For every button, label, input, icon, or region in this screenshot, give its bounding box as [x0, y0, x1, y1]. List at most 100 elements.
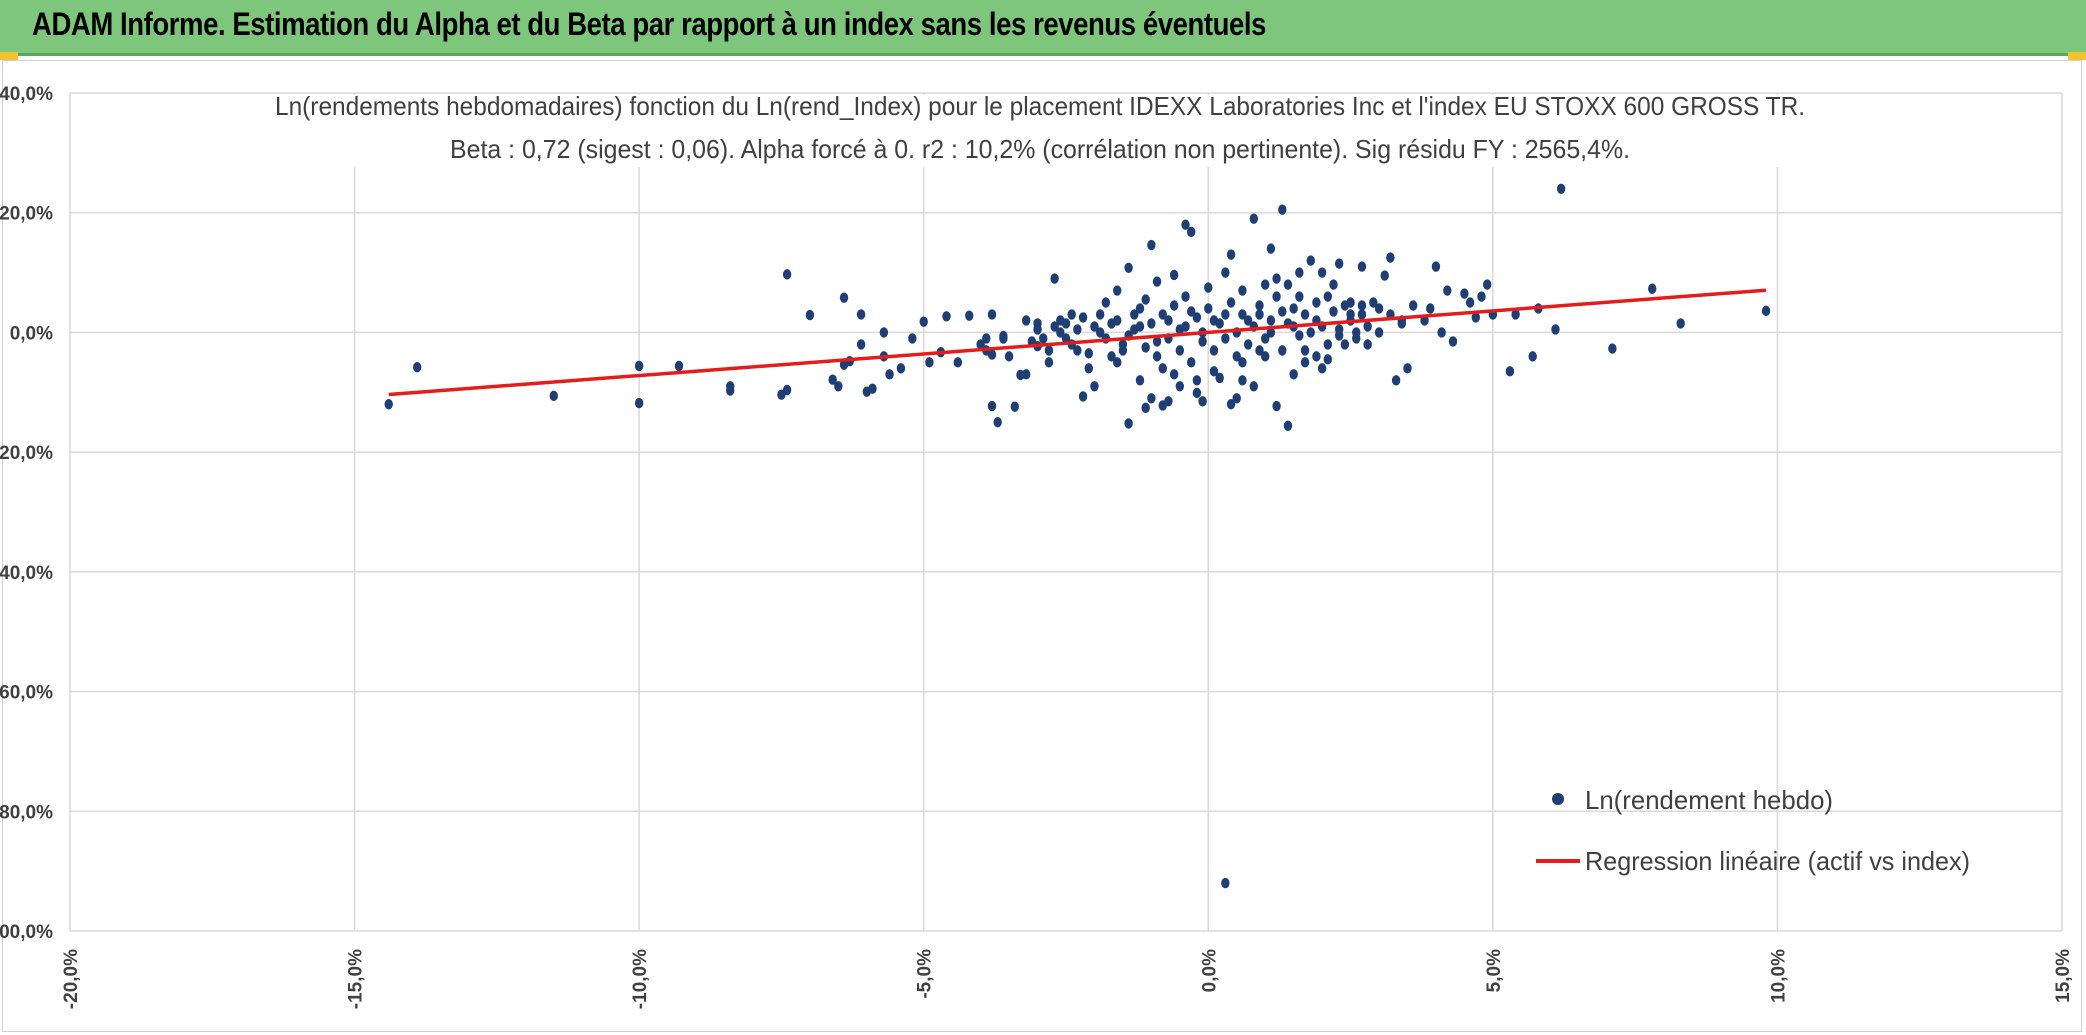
- y-tick-label: -60,0%: [0, 683, 53, 704]
- data-point: [976, 339, 985, 350]
- data-point: [1312, 351, 1321, 362]
- data-point: [1044, 345, 1054, 356]
- data-point: [1443, 285, 1452, 296]
- data-point: [1369, 297, 1378, 308]
- data-point: [1374, 327, 1384, 338]
- data-point: [1050, 321, 1059, 332]
- regression-layer: [388, 288, 1767, 397]
- data-point: [782, 384, 792, 396]
- data-point: [828, 374, 837, 385]
- data-point: [1061, 333, 1071, 344]
- data-point: [1289, 369, 1298, 380]
- data-point: [1272, 273, 1281, 284]
- data-point: [1164, 315, 1173, 326]
- data-point: [1323, 339, 1333, 350]
- data-point: [1169, 269, 1179, 281]
- report-banner: ADAM Informe. Estimation du Alpha et du …: [0, 0, 2086, 56]
- data-point: [1408, 300, 1418, 311]
- data-point: [1135, 321, 1145, 332]
- data-point: [999, 333, 1008, 344]
- data-point: [1198, 396, 1207, 407]
- data-point: [1209, 366, 1219, 377]
- chart-title: Ln(rendements hebdomadaires) fonction du…: [275, 91, 1805, 121]
- data-point: [1266, 243, 1276, 254]
- y-tick-label: 0,0%: [10, 323, 53, 344]
- data-point: [1448, 336, 1458, 347]
- data-point: [1169, 300, 1179, 311]
- data-point: [1648, 283, 1657, 294]
- x-axis-ticks: -20,0% -15,0% -10,0% -5,0% 0,0% 5,0% 10,0% 15,0…: [61, 949, 2074, 1009]
- data-point: [1050, 273, 1059, 284]
- data-point: [1181, 291, 1190, 302]
- data-point: [1039, 333, 1048, 344]
- data-point: [1164, 396, 1173, 407]
- data-point: [1334, 258, 1344, 269]
- data-point: [1460, 288, 1469, 299]
- data-point: [1340, 300, 1350, 311]
- data-point: [1403, 363, 1412, 374]
- data-point: [1187, 357, 1196, 368]
- data-point: [1266, 327, 1276, 338]
- data-point: [1556, 183, 1566, 194]
- data-point: [1124, 262, 1133, 273]
- data-point: [1204, 282, 1213, 293]
- data-point: [1090, 321, 1099, 332]
- x-tick-label: 15,0%: [2053, 949, 2074, 1003]
- data-point: [1249, 381, 1259, 392]
- data-point: [925, 357, 934, 368]
- data-point: [1141, 402, 1150, 414]
- data-point: [1095, 327, 1105, 338]
- data-point: [919, 316, 928, 327]
- data-point: [1334, 330, 1344, 341]
- data-point: [1192, 312, 1202, 323]
- x-tick-label: -5,0%: [915, 949, 936, 999]
- x-tick-label: 0,0%: [1199, 949, 1220, 992]
- data-point: [1397, 318, 1406, 329]
- data-point: [1169, 369, 1179, 380]
- data-point: [1676, 318, 1685, 329]
- data-points: [384, 183, 1771, 889]
- data-point: [1272, 291, 1281, 302]
- data-point: [1135, 375, 1145, 386]
- data-point: [1078, 391, 1088, 402]
- data-point: [1306, 327, 1315, 338]
- legend: Ln(rendement hebdo) Regression linéaire …: [1536, 785, 1970, 876]
- data-point: [1010, 401, 1019, 412]
- data-point: [1528, 351, 1537, 362]
- data-point: [1209, 315, 1219, 326]
- data-point: [987, 400, 997, 412]
- regression-line: [388, 288, 1767, 397]
- data-point: [1141, 294, 1150, 305]
- data-point: [1147, 393, 1156, 404]
- data-point: [726, 381, 735, 392]
- data-point: [1147, 239, 1156, 251]
- data-point: [1426, 303, 1435, 314]
- data-point: [1221, 877, 1230, 889]
- data-point: [1232, 393, 1241, 404]
- data-point: [1608, 343, 1617, 354]
- data-point: [856, 309, 866, 320]
- x-tick-label: -15,0%: [346, 949, 367, 1009]
- data-point: [1192, 387, 1202, 399]
- data-point: [982, 333, 991, 344]
- data-point: [1386, 252, 1395, 263]
- data-point: [1283, 279, 1293, 290]
- data-point: [1329, 306, 1338, 317]
- data-point: [1056, 315, 1065, 326]
- data-point: [1300, 309, 1310, 320]
- data-point: [634, 360, 644, 372]
- data-point: [1312, 297, 1321, 308]
- data-point: [1124, 418, 1133, 429]
- data-point: [1278, 204, 1287, 215]
- data-point: [1152, 276, 1162, 287]
- data-point: [1317, 363, 1327, 374]
- data-point: [1380, 270, 1389, 281]
- data-point: [1363, 321, 1372, 332]
- data-point: [1187, 306, 1196, 317]
- data-point: [1044, 357, 1054, 368]
- data-point: [1465, 297, 1475, 308]
- report-title: ADAM Informe. Estimation du Alpha et du …: [32, 6, 1266, 42]
- data-point: [1357, 300, 1367, 311]
- data-point: [1073, 324, 1082, 335]
- data-point: [782, 269, 792, 280]
